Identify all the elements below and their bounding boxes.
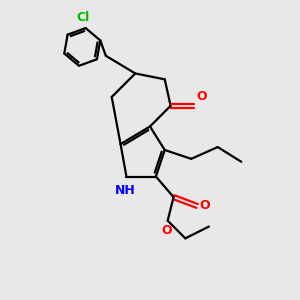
Text: O: O	[200, 200, 210, 212]
Text: NH: NH	[115, 184, 135, 197]
Text: O: O	[161, 224, 172, 237]
Text: Cl: Cl	[76, 11, 89, 24]
Text: O: O	[196, 90, 207, 103]
